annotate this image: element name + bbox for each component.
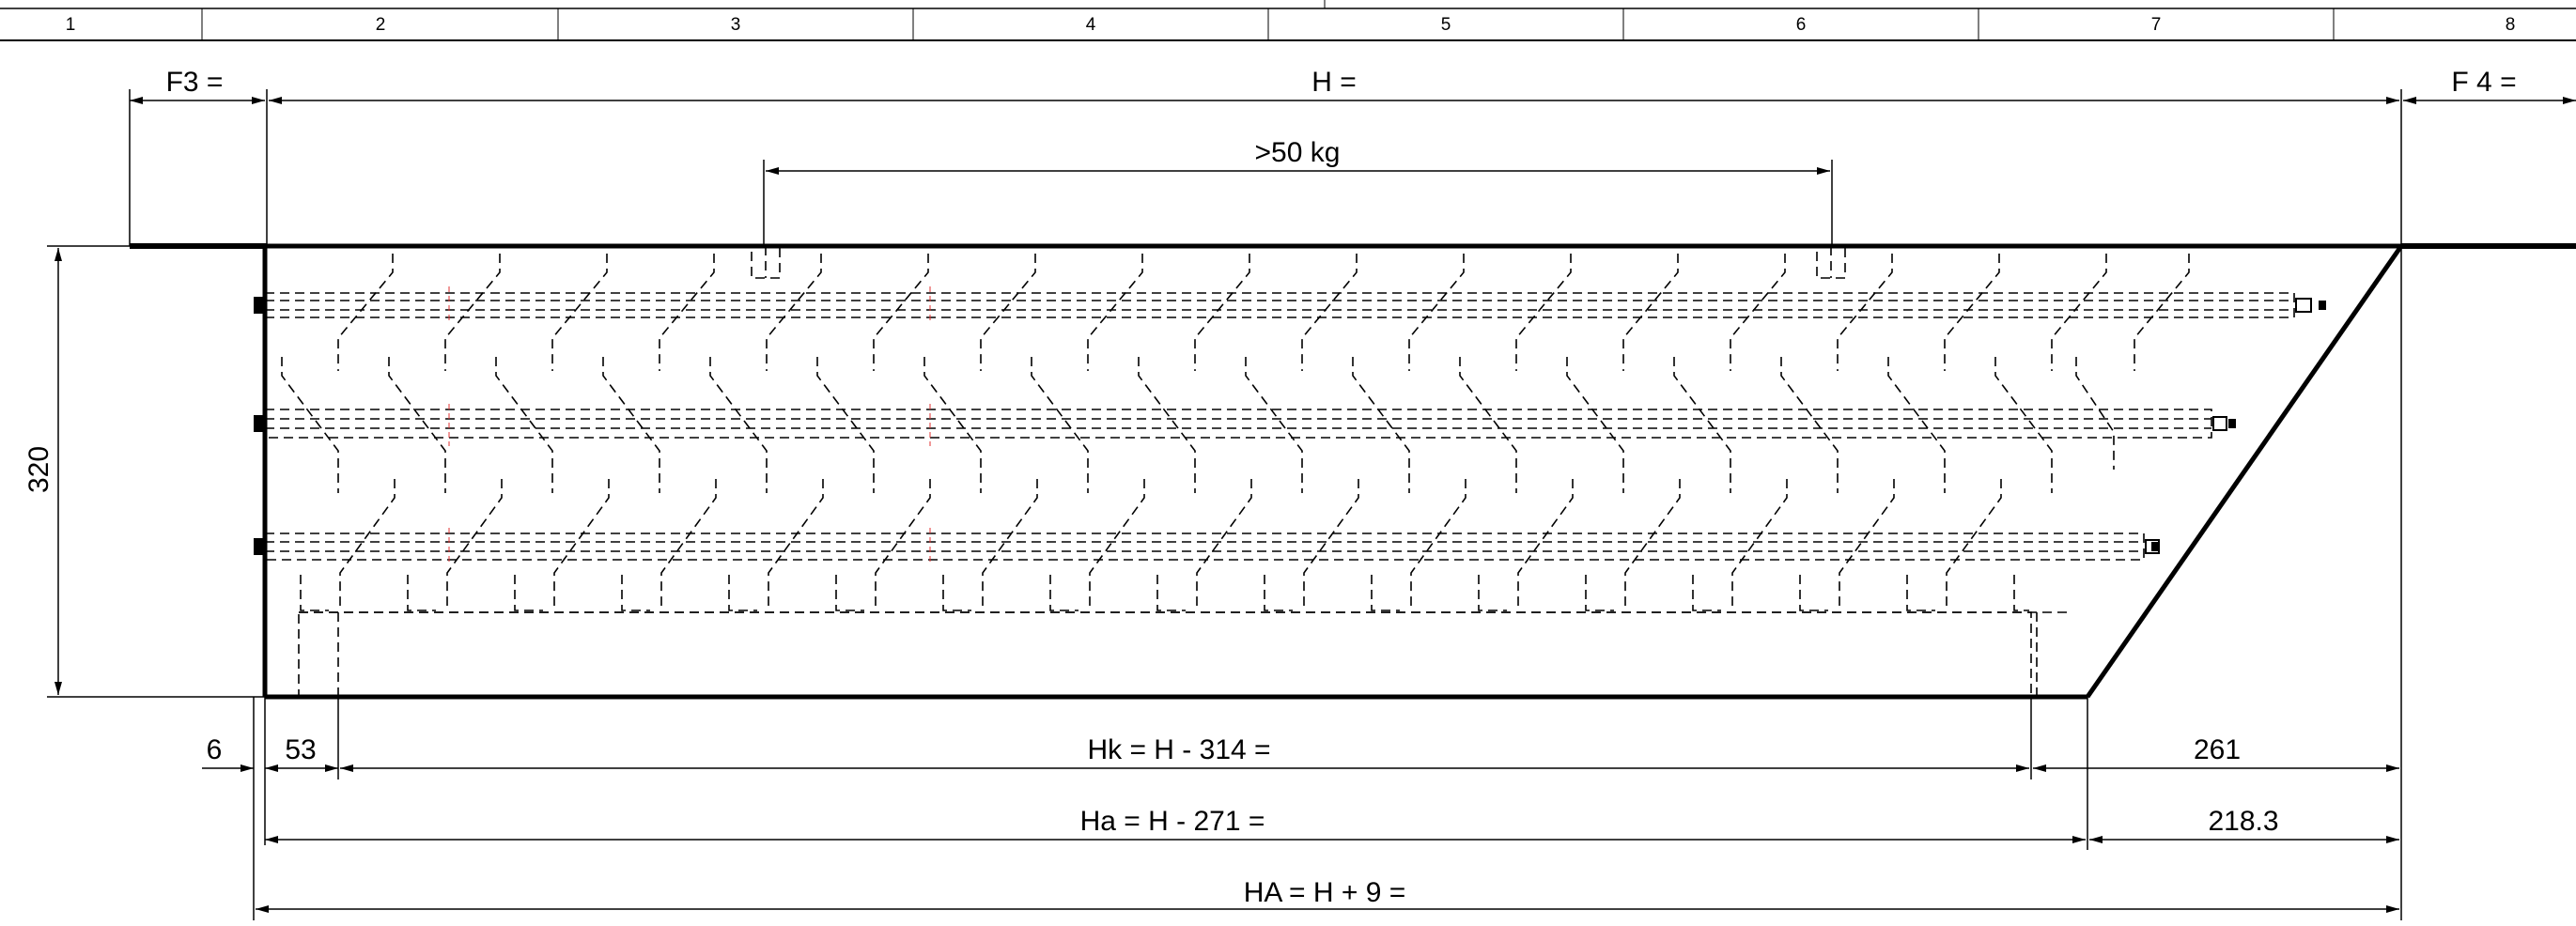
column-label-4: 4 xyxy=(1086,15,1096,35)
column-label-5: 5 xyxy=(1441,15,1451,35)
dim-height: 320 xyxy=(23,446,54,493)
column-header-strip: 1 2 3 4 5 6 7 8 xyxy=(0,0,2576,41)
dim-HA: HA = H + 9 = xyxy=(1244,877,1406,908)
dimension-labels: F3 = H = F 4 = >50 kg 320 6 53 Hk = H - … xyxy=(23,67,2517,908)
dimension-lines xyxy=(47,89,2576,920)
dim-218: 218.3 xyxy=(2208,806,2278,837)
dim-ha: Ha = H - 271 = xyxy=(1080,806,1265,837)
dim-53: 53 xyxy=(285,734,316,765)
hidden-internal-structure xyxy=(264,245,2295,698)
tube-nozzles xyxy=(254,297,2326,555)
column-label-7: 7 xyxy=(2151,15,2162,35)
dim-weight: >50 kg xyxy=(1255,137,1341,168)
dim-6: 6 xyxy=(207,734,223,765)
column-label-1: 1 xyxy=(66,15,76,35)
dim-f4: F 4 = xyxy=(2451,67,2516,98)
column-label-3: 3 xyxy=(731,15,741,35)
dim-hk: Hk = H - 314 = xyxy=(1087,734,1270,765)
column-label-6: 6 xyxy=(1796,15,1807,35)
dim-261: 261 xyxy=(2194,734,2241,765)
dim-f3: F3 = xyxy=(166,67,224,98)
dim-h: H = xyxy=(1311,67,1357,98)
column-label-8: 8 xyxy=(2506,15,2516,35)
part-outline xyxy=(130,243,2576,700)
column-label-2: 2 xyxy=(376,15,386,35)
centre-marks xyxy=(448,286,931,563)
